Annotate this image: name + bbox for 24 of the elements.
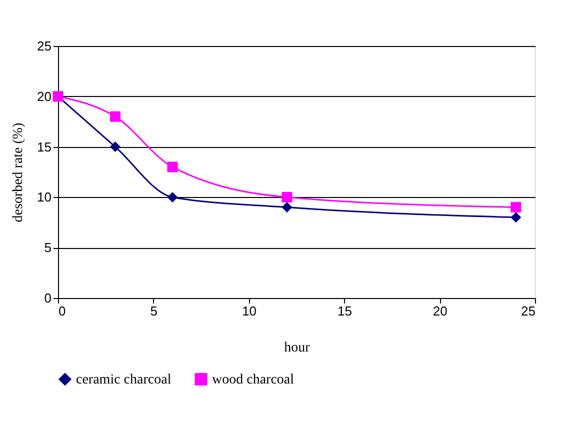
x-tick-label: 10 [242,304,257,318]
legend-label: wood charcoal [212,372,294,388]
y-tick-label: 15 [37,139,52,154]
point [282,192,292,202]
y-tick-label: 0 [44,290,52,306]
y-tick-label: 20 [37,88,52,104]
y-tick-label: 10 [37,190,52,205]
point [110,142,120,152]
x-tick-label: 15 [337,304,352,318]
x-tick-label: 25 [521,304,536,318]
x-tick-label: 20 [432,304,448,318]
x-tick-label: 5 [150,304,158,318]
x-axis-title: hour [284,340,310,356]
y-tick-label: 25 [37,38,52,54]
x-tick-label: 0 [58,304,66,318]
point [110,111,120,122]
y-axis-title: desorbed rate (%) [11,122,26,222]
point [510,212,522,223]
point [282,202,292,213]
point [167,162,178,172]
y-tick-label: 5 [44,240,52,256]
point [167,192,178,202]
point [510,202,522,213]
legend-label: ceramic charcoal [76,372,172,388]
